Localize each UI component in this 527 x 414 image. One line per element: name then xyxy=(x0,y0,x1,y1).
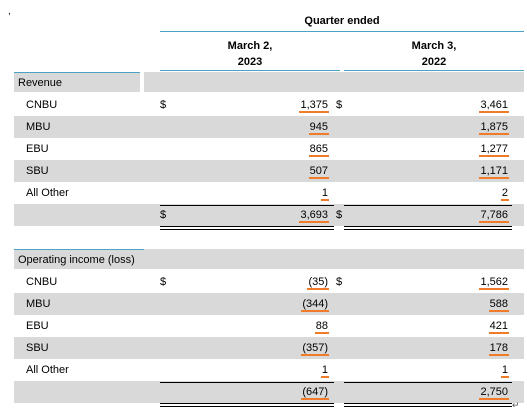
total-2022: 7,786 xyxy=(449,204,509,226)
double-rule xyxy=(344,226,512,230)
value-2023-value: 1 xyxy=(320,187,329,201)
currency-symbol: $ xyxy=(336,276,343,288)
value-2022-value: 1 xyxy=(500,364,509,378)
value-2022-value: 588 xyxy=(488,298,509,312)
value-2023: (357) xyxy=(269,337,329,359)
currency-symbol: $ xyxy=(160,99,167,111)
total-2023: (647) xyxy=(269,381,329,403)
section-band xyxy=(144,72,524,92)
total-2022-value: 2,750 xyxy=(479,386,509,400)
table-row xyxy=(14,160,524,182)
value-2023: (344) xyxy=(269,293,329,315)
currency-symbol: $ xyxy=(160,209,167,221)
column-header-2023: March 2, 2023 xyxy=(160,38,340,70)
value-2022: 1,562 xyxy=(449,271,509,293)
value-2023: 865 xyxy=(269,138,329,160)
value-2023-value: 945 xyxy=(308,121,329,135)
value-2022: 178 xyxy=(449,337,509,359)
double-rule xyxy=(344,403,512,407)
column-header-2022: March 3, 2022 xyxy=(344,38,524,70)
section-label-revenue: Revenue xyxy=(14,72,140,92)
value-2023-value: 88 xyxy=(314,320,329,334)
paragraph-mark: ↵ xyxy=(512,400,520,410)
row-label: SBU xyxy=(26,342,49,354)
column-rule xyxy=(344,70,524,71)
total-rule xyxy=(344,205,512,206)
value-2022: 421 xyxy=(449,315,509,337)
value-2022: 1 xyxy=(449,359,509,381)
row-label: All Other xyxy=(26,187,69,199)
double-rule xyxy=(160,226,334,230)
total-2022-value: 7,786 xyxy=(479,209,509,223)
row-label: CNBU xyxy=(26,276,58,288)
value-2022: 2 xyxy=(449,182,509,204)
row-label: SBU xyxy=(26,165,49,177)
value-2023: 1,375 xyxy=(269,94,329,116)
value-2023-value: (344) xyxy=(301,298,329,312)
header-rule xyxy=(160,31,524,32)
double-rule xyxy=(160,403,334,407)
currency-symbol: $ xyxy=(160,276,167,288)
total-row xyxy=(14,381,524,403)
currency-symbol: $ xyxy=(336,209,343,221)
value-2023: 507 xyxy=(269,160,329,182)
value-2022: 1,277 xyxy=(449,138,509,160)
column-header-date: March 3, xyxy=(411,40,457,52)
total-rule xyxy=(160,382,334,383)
total-rule xyxy=(160,205,334,206)
value-2023: 945 xyxy=(269,116,329,138)
value-2022: 588 xyxy=(449,293,509,315)
row-label: All Other xyxy=(26,364,69,376)
value-2022: 3,461 xyxy=(449,94,509,116)
period-header: Quarter ended xyxy=(304,15,380,27)
row-label: CNBU xyxy=(26,99,58,111)
table-row xyxy=(14,293,524,315)
table-row xyxy=(14,337,524,359)
value-2022-value: 1,277 xyxy=(479,143,509,157)
value-2023-value: 1,375 xyxy=(299,99,329,113)
value-2022: 1,875 xyxy=(449,116,509,138)
table-row xyxy=(14,116,524,138)
currency-symbol: $ xyxy=(336,99,343,111)
value-2023-value: (35) xyxy=(307,276,329,290)
section-label-operating: Operating income (loss) xyxy=(14,249,144,269)
total-2022: 2,750 xyxy=(449,381,509,403)
row-label: EBU xyxy=(26,320,49,332)
value-2023: 88 xyxy=(269,315,329,337)
column-rule xyxy=(160,70,340,71)
row-label: EBU xyxy=(26,143,49,155)
value-2023-value: 865 xyxy=(308,143,329,157)
column-header-year: 2023 xyxy=(237,56,263,68)
value-2023-value: (357) xyxy=(301,342,329,356)
value-2022: 1,171 xyxy=(449,160,509,182)
value-2022-value: 3,461 xyxy=(479,99,509,113)
value-2023-value: 1 xyxy=(320,364,329,378)
value-2023: (35) xyxy=(269,271,329,293)
value-2022-value: 1,562 xyxy=(479,276,509,290)
value-2022-value: 1,875 xyxy=(479,121,509,135)
value-2022-value: 421 xyxy=(488,320,509,334)
total-2023: 3,693 xyxy=(269,204,329,226)
value-2023-value: 507 xyxy=(308,165,329,179)
stray-mark: , xyxy=(8,6,11,17)
total-row xyxy=(14,204,524,226)
value-2023: 1 xyxy=(269,359,329,381)
row-label: MBU xyxy=(26,298,51,310)
value-2022-value: 2 xyxy=(500,187,509,201)
total-rule xyxy=(344,382,512,383)
section-band xyxy=(144,249,524,269)
value-2023: 1 xyxy=(269,182,329,204)
column-header-date: March 2, xyxy=(227,40,273,52)
column-header-year: 2022 xyxy=(421,56,447,68)
row-label: MBU xyxy=(26,121,51,133)
total-2023-value: (647) xyxy=(301,386,329,400)
value-2022-value: 178 xyxy=(488,342,509,356)
total-2023-value: 3,693 xyxy=(299,209,329,223)
value-2022-value: 1,171 xyxy=(479,165,509,179)
